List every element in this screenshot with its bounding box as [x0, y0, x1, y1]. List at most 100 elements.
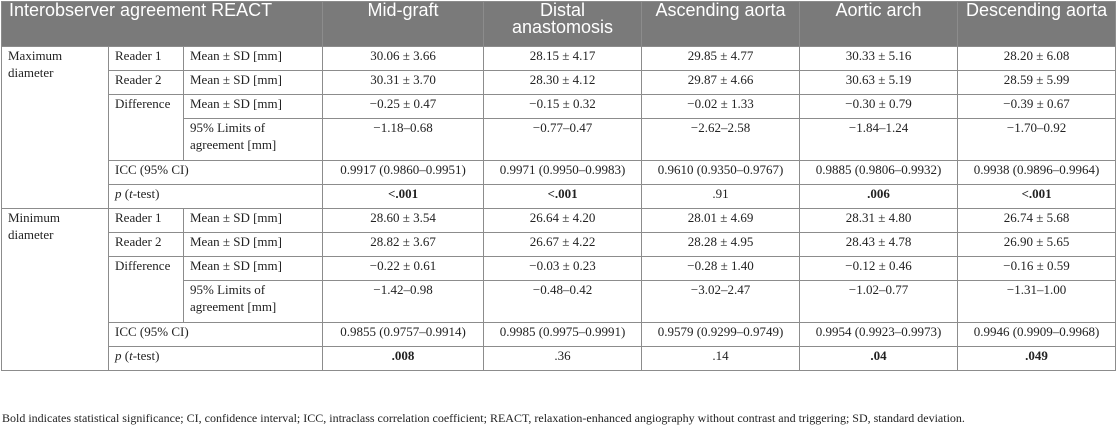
- icc-cell: 0.9855 (0.9757–0.9914): [322, 322, 485, 347]
- p-value-cell: <.001: [483, 184, 643, 209]
- value-cell: −1.02–0.77: [799, 280, 959, 323]
- value-cell: −0.48–0.42: [483, 280, 643, 323]
- table-row: Maximum diameter Reader 1 Mean ± SD [mm] 30…: [1, 46, 1116, 209]
- value-cell: −0.16 ± 0.59: [957, 256, 1116, 281]
- measure-label: 95% Limits of agreement [mm]: [182, 280, 324, 323]
- value-cell: 26.64 ± 4.20: [483, 208, 643, 233]
- icc-cell: 0.9954 (0.9923–0.9973): [799, 322, 959, 347]
- value-cell: 28.20 ± 6.08: [957, 46, 1116, 71]
- value-cell: −1.70–0.92: [957, 118, 1116, 161]
- table-row: Minimum diameter Reader 1 Mean ± SD [mm] 28…: [1, 208, 1116, 371]
- value-cell: −1.31–1.00: [957, 280, 1116, 323]
- reader-label: Reader 1: [108, 208, 184, 233]
- table-row: p (t-test) .008.36.14.04.049: [2, 346, 1116, 371]
- p-value-cell: .04: [799, 346, 959, 371]
- table-row: p (t-test) <.001 <.001.91.006 <.001: [2, 184, 1116, 209]
- measure-label: Mean ± SD [mm]: [182, 94, 324, 119]
- measure-label: Mean ± SD [mm]: [182, 70, 324, 95]
- value-cell: 26.74 ± 5.68: [957, 208, 1116, 233]
- p-value-cell: .049: [957, 346, 1116, 371]
- value-cell: 26.67 ± 4.22: [483, 232, 643, 257]
- reader-label: Reader 2: [108, 232, 184, 257]
- value-cell: −0.02 ± 1.33: [641, 94, 801, 119]
- icc-label: ICC (95% CI): [107, 160, 324, 185]
- table-row: 95% Limits of agreement [mm] −1.18–0.68 −0…: [2, 118, 1116, 161]
- p-symbol: p: [115, 186, 122, 201]
- icc-cell: 0.9885 (0.9806–0.9932): [799, 160, 959, 185]
- value-cell: 28.30 ± 4.12: [483, 70, 643, 95]
- p-label: p (t-test): [107, 184, 324, 209]
- value-cell: −0.28 ± 1.40: [641, 256, 801, 281]
- value-cell: −1.18–0.68: [322, 118, 485, 161]
- p-value-cell: .36: [483, 346, 643, 371]
- reader-label: Difference: [108, 256, 184, 323]
- p-value-cell: .008: [322, 346, 485, 371]
- agreement-table: Interobserver agreement REACT Mid-graft …: [0, 1, 1116, 371]
- value-cell: 29.85 ± 4.77: [641, 46, 801, 71]
- value-cell: −0.30 ± 0.79: [799, 94, 959, 119]
- table-title: Interobserver agreement REACT: [0, 1, 324, 47]
- header-row: Interobserver agreement REACT Mid-graft …: [0, 1, 1116, 47]
- icc-cell: 0.9610 (0.9350–0.9767): [641, 160, 801, 185]
- column-header: Ascending aorta: [641, 1, 801, 47]
- value-cell: −3.02–2.47: [641, 280, 801, 323]
- icc-cell: 0.9917 (0.9860–0.9951): [322, 160, 485, 185]
- value-cell: 30.06 ± 3.66: [322, 46, 485, 71]
- value-cell: 29.87 ± 4.66: [641, 70, 801, 95]
- measure-label: Mean ± SD [mm]: [182, 256, 324, 281]
- value-cell: 28.01 ± 4.69: [641, 208, 801, 233]
- p-value-cell: <.001: [957, 184, 1116, 209]
- value-cell: 28.60 ± 3.54: [322, 208, 485, 233]
- p-value-cell: .91: [641, 184, 801, 209]
- value-cell: 28.59 ± 5.99: [957, 70, 1116, 95]
- reader-label: Difference: [108, 94, 184, 161]
- value-cell: −2.62–2.58: [641, 118, 801, 161]
- value-cell: −0.03 ± 0.23: [483, 256, 643, 281]
- value-cell: −0.25 ± 0.47: [322, 94, 485, 119]
- p-symbol: p: [115, 348, 122, 363]
- value-cell: 26.90 ± 5.65: [957, 232, 1116, 257]
- table-row: ICC (95% CI) 0.9917 (0.9860–0.9951) 0.9971…: [2, 160, 1116, 185]
- column-header: Mid-graft: [322, 1, 485, 47]
- p-value-cell: .14: [641, 346, 801, 371]
- measure-label: Mean ± SD [mm]: [182, 46, 324, 71]
- measure-label: Mean ± SD [mm]: [182, 232, 324, 257]
- column-header: Distal anastomosis: [483, 1, 643, 47]
- t-symbol: t: [129, 348, 133, 363]
- group-label: Minimum diameter: [1, 208, 109, 371]
- icc-cell: 0.9938 (0.9896–0.9964): [957, 160, 1116, 185]
- p-value-cell: .006: [799, 184, 959, 209]
- table-row: Difference Mean ± SD [mm] −0.22 ± 0.61 −0.0…: [2, 256, 1116, 323]
- value-cell: 28.43 ± 4.78: [799, 232, 959, 257]
- measure-label: 95% Limits of agreement [mm]: [182, 118, 324, 161]
- value-cell: −0.15 ± 0.32: [483, 94, 643, 119]
- icc-cell: 0.9946 (0.9909–0.9968): [957, 322, 1116, 347]
- icc-cell: 0.9971 (0.9950–0.9983): [483, 160, 643, 185]
- value-cell: −0.22 ± 0.61: [322, 256, 485, 281]
- value-cell: 30.31 ± 3.70: [322, 70, 485, 95]
- value-cell: 28.82 ± 3.67: [322, 232, 485, 257]
- column-header: Aortic arch: [799, 1, 959, 47]
- table-row: Difference Mean ± SD [mm] −0.25 ± 0.47 −0.1…: [2, 94, 1116, 161]
- icc-cell: 0.9579 (0.9299–0.9749): [641, 322, 801, 347]
- table-row: ICC (95% CI) 0.9855 (0.9757–0.9914) 0.9985…: [2, 322, 1116, 347]
- reader-label: Reader 2: [108, 70, 184, 95]
- measure-label: Mean ± SD [mm]: [182, 208, 324, 233]
- table-row: Reader 2 Mean ± SD [mm] 28.82 ± 3.67 26.67 …: [2, 232, 1116, 257]
- column-header: Descending aorta: [957, 1, 1116, 47]
- value-cell: 28.15 ± 4.17: [483, 46, 643, 71]
- table-footnote: Bold indicates statistical significance;…: [2, 411, 965, 425]
- value-cell: 28.28 ± 4.95: [641, 232, 801, 257]
- p-label: p (t-test): [107, 346, 324, 371]
- value-cell: 30.33 ± 5.16: [799, 46, 959, 71]
- value-cell: −0.39 ± 0.67: [957, 94, 1116, 119]
- value-cell: 28.31 ± 4.80: [799, 208, 959, 233]
- value-cell: −0.77–0.47: [483, 118, 643, 161]
- icc-label: ICC (95% CI): [107, 322, 324, 347]
- icc-cell: 0.9985 (0.9975–0.9991): [483, 322, 643, 347]
- reader-label: Reader 1: [108, 46, 184, 71]
- value-cell: −0.12 ± 0.46: [799, 256, 959, 281]
- group-label: Maximum diameter: [1, 46, 109, 209]
- value-cell: 30.63 ± 5.19: [799, 70, 959, 95]
- table-row: Reader 2 Mean ± SD [mm] 30.31 ± 3.70 28.30 …: [2, 70, 1116, 95]
